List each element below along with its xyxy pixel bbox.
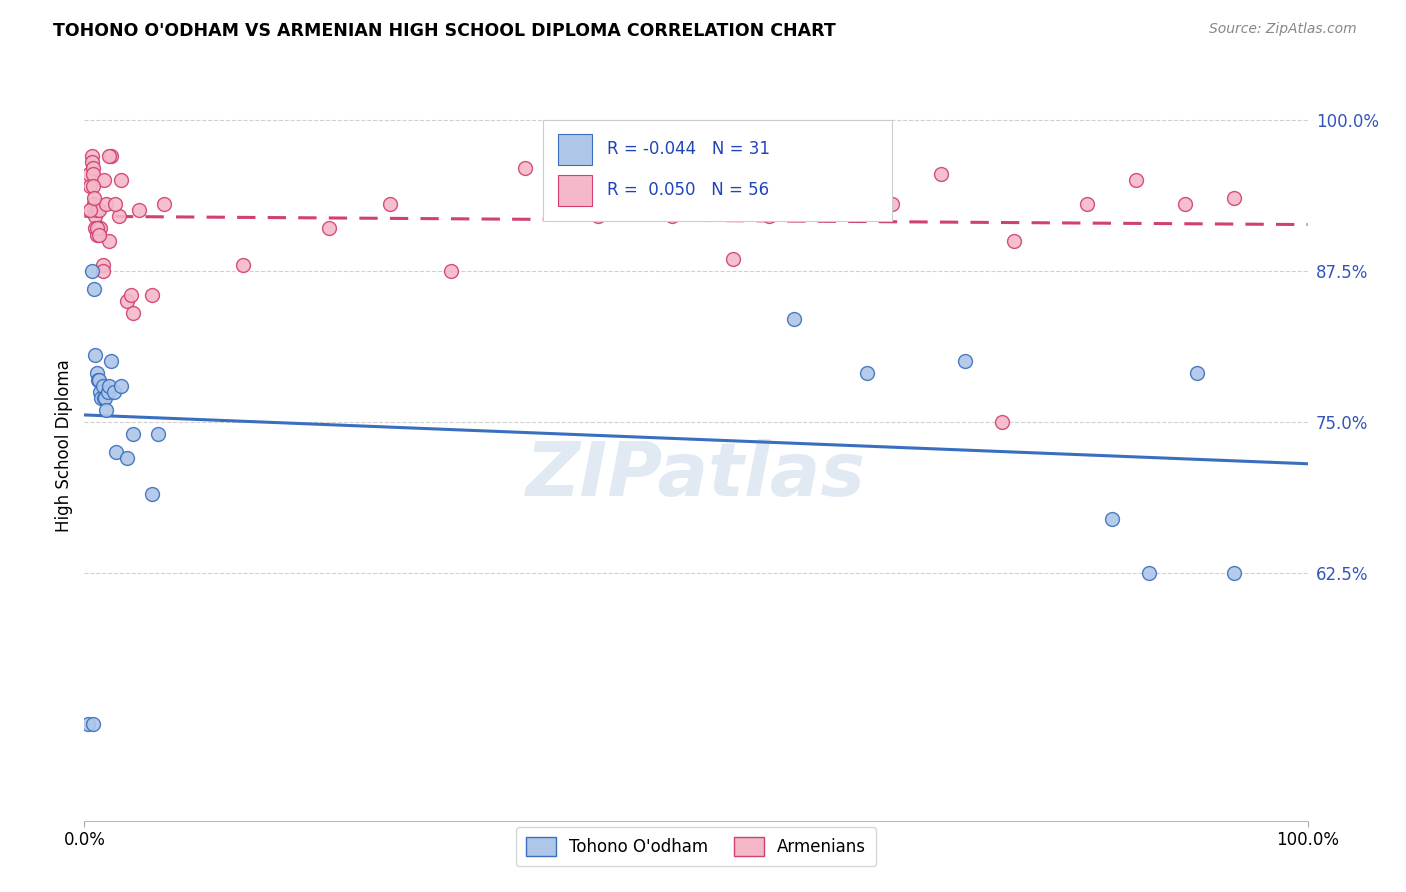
Point <box>1137 566 1160 580</box>
Point <box>100 354 122 368</box>
Point <box>91 258 114 272</box>
Text: Source: ZipAtlas.com: Source: ZipAtlas.com <box>1209 22 1357 37</box>
Point <box>83 191 105 205</box>
Point <box>120 288 142 302</box>
Point <box>80 155 103 169</box>
Point <box>87 203 110 218</box>
Point <box>856 367 879 381</box>
Point <box>93 391 115 405</box>
Point <box>880 197 903 211</box>
Point <box>87 372 110 386</box>
Point <box>104 197 127 211</box>
Point <box>1223 566 1246 580</box>
Point <box>97 378 120 392</box>
Text: R =  0.050   N = 56: R = 0.050 N = 56 <box>606 181 769 200</box>
Point <box>89 221 111 235</box>
Point <box>758 210 780 224</box>
Legend: Tohono O'odham, Armenians: Tohono O'odham, Armenians <box>516 827 876 866</box>
FancyBboxPatch shape <box>558 175 592 206</box>
Point <box>141 288 163 302</box>
Point <box>1187 367 1209 381</box>
Point <box>107 210 129 224</box>
Point <box>110 173 132 187</box>
Point <box>1101 511 1123 525</box>
Text: ZIPatlas: ZIPatlas <box>526 440 866 513</box>
Point <box>96 402 118 417</box>
FancyBboxPatch shape <box>543 120 891 221</box>
Point <box>586 210 609 224</box>
Point <box>83 197 105 211</box>
Point <box>721 252 744 266</box>
Point <box>146 426 169 441</box>
Point <box>86 227 108 242</box>
Point <box>122 426 145 441</box>
Point <box>232 258 254 272</box>
Point <box>84 348 107 362</box>
Point <box>86 203 108 218</box>
Point <box>831 203 853 218</box>
Point <box>661 210 683 224</box>
Point <box>105 445 128 459</box>
Point <box>115 451 138 466</box>
Point <box>87 372 110 386</box>
Text: R = -0.044   N = 31: R = -0.044 N = 31 <box>606 140 769 158</box>
Point <box>110 378 132 392</box>
Point <box>90 391 112 405</box>
Point <box>93 173 115 187</box>
Point <box>80 264 103 278</box>
Point <box>84 221 107 235</box>
Point <box>86 367 108 381</box>
Point <box>440 264 463 278</box>
Point <box>122 306 145 320</box>
Point <box>77 717 100 731</box>
Point <box>77 167 100 181</box>
Point <box>94 391 117 405</box>
Point <box>115 293 138 308</box>
Point <box>1174 197 1197 211</box>
Point <box>929 167 952 181</box>
Point <box>97 149 120 163</box>
Point <box>82 161 104 175</box>
Point <box>1002 234 1025 248</box>
Point <box>82 167 104 181</box>
FancyBboxPatch shape <box>558 134 592 165</box>
Point <box>82 179 104 194</box>
Point <box>513 161 536 175</box>
Point <box>97 234 120 248</box>
Point <box>953 354 976 368</box>
Point <box>100 149 122 163</box>
Point <box>87 221 110 235</box>
Point <box>79 179 101 194</box>
Point <box>89 384 111 399</box>
Point <box>97 384 120 399</box>
Point <box>856 149 879 163</box>
Point <box>91 378 114 392</box>
Point <box>80 149 103 163</box>
Point <box>380 197 402 211</box>
Point <box>82 717 104 731</box>
Point <box>1076 197 1098 211</box>
Point <box>153 197 176 211</box>
Point <box>79 203 101 218</box>
Point <box>318 221 340 235</box>
Point <box>86 221 108 235</box>
Text: TOHONO O'ODHAM VS ARMENIAN HIGH SCHOOL DIPLOMA CORRELATION CHART: TOHONO O'ODHAM VS ARMENIAN HIGH SCHOOL D… <box>53 22 837 40</box>
Point <box>96 197 118 211</box>
Point <box>128 203 150 218</box>
Point <box>91 264 114 278</box>
Point <box>84 210 107 224</box>
Point <box>87 227 110 242</box>
Point <box>991 415 1014 429</box>
Point <box>141 487 163 501</box>
Point <box>1223 191 1246 205</box>
Point <box>103 384 125 399</box>
Point <box>1125 173 1147 187</box>
Point <box>783 312 806 326</box>
Point <box>83 203 105 218</box>
Y-axis label: High School Diploma: High School Diploma <box>55 359 73 533</box>
Point <box>87 221 110 235</box>
Point <box>83 282 105 296</box>
